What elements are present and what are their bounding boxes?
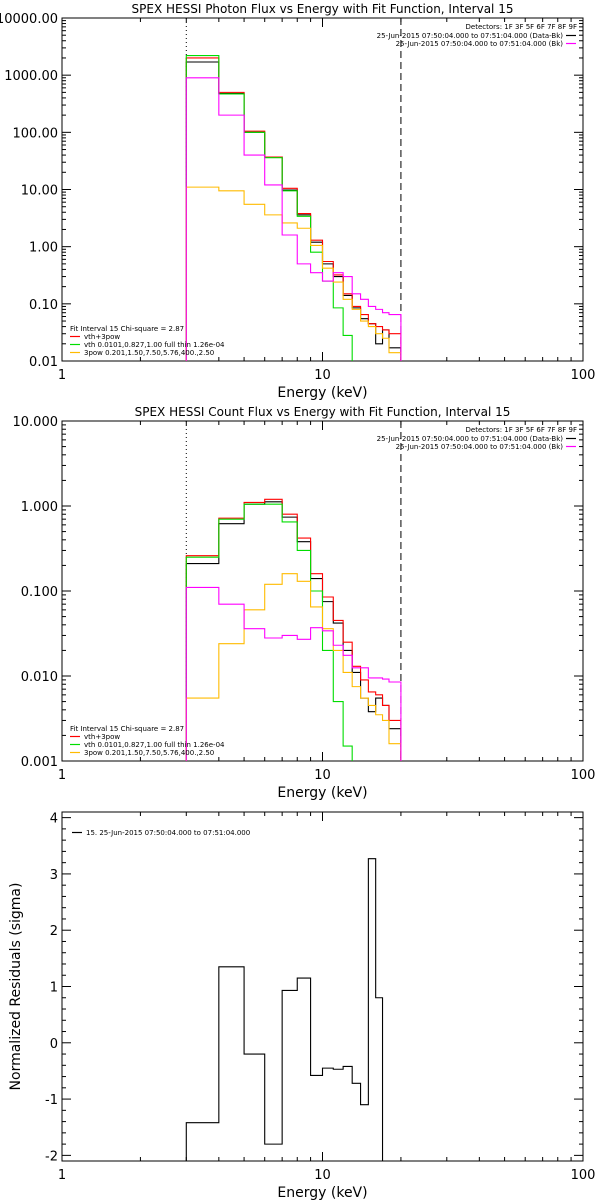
y-tick-label: 0.001 — [21, 755, 58, 770]
x-tick-label: 100 — [571, 1168, 596, 1183]
y-tick-label: -2 — [45, 1149, 58, 1164]
legend-entry: 25-Jun-2015 07:50:04.000 to 07:51:04.000… — [396, 443, 564, 451]
histogram-series-4 — [185, 586, 402, 761]
legend-fit-header: Fit Interval 15 Chi-square = 2.87 — [70, 325, 184, 333]
x-tick-label: 100 — [571, 368, 596, 383]
histogram-series-1 — [185, 498, 402, 761]
x-tick-label: 1 — [58, 368, 66, 383]
legend-detectors: Detectors: 1F 3F 5F 6F 7F 8F 9F — [466, 23, 577, 31]
plot-frame — [61, 811, 584, 1162]
legend-entry: vth+3pow — [84, 733, 120, 741]
x-tick-label: 10 — [314, 368, 331, 383]
x-axis-label: Energy (keV) — [277, 1185, 367, 1200]
y-tick-label: 0.010 — [21, 670, 58, 685]
legend-entry: vth 0.0101,0.827,1.00 full thin 1.26e-04 — [84, 741, 225, 749]
legend-entry: 25-Jun-2015 07:50:04.000 to 07:51:04.000… — [396, 40, 564, 48]
x-tick-label: 1 — [58, 768, 66, 783]
y-tick-label: 0.01 — [29, 355, 58, 370]
y-tick-label: 0.100 — [21, 585, 58, 600]
histogram-series-3 — [185, 186, 402, 361]
series-group — [185, 55, 402, 361]
y-tick-label: -1 — [45, 1093, 58, 1108]
y-tick-label: 1.000 — [21, 500, 58, 515]
series-group — [185, 498, 402, 761]
y-tick-label: 10000.00 — [0, 12, 58, 27]
y-tick-label: 1000.00 — [4, 69, 58, 84]
x-axis-label: Energy (keV) — [277, 385, 367, 401]
y-tick-label: 0 — [50, 1037, 58, 1052]
y-tick-label: 4 — [50, 812, 58, 827]
x-tick-label: 100 — [571, 768, 596, 783]
x-axis-label: Energy (keV) — [277, 785, 367, 801]
chart-title: SPEX HESSI Count Flux vs Energy with Fit… — [135, 405, 511, 419]
legend-entry: 3pow 0.201,1.50,7.50,5.76,400.,2.50 — [84, 749, 214, 757]
x-tick-label: 10 — [314, 1168, 331, 1183]
histogram-series-0 — [185, 858, 384, 1161]
y-tick-label: 1 — [50, 981, 58, 996]
series-group — [185, 858, 384, 1161]
legend-fit-header: Fit Interval 15 Chi-square = 2.87 — [70, 725, 184, 733]
legend-detectors: Detectors: 1F 3F 5F 6F 7F 8F 9F — [466, 426, 577, 434]
y-tick-label: 1.00 — [29, 241, 58, 256]
y-tick-label: 10.00 — [21, 184, 58, 199]
y-tick-label: 3 — [50, 868, 58, 883]
histogram-series-4 — [185, 77, 402, 361]
x-tick-label: 1 — [58, 1168, 66, 1183]
x-tick-label: 10 — [314, 768, 331, 783]
legend-entry: 15. 25-Jun-2015 07:50:04.000 to 07:51:04… — [86, 829, 250, 837]
chart-title: SPEX HESSI Photon Flux vs Energy with Fi… — [132, 2, 514, 16]
legend-entry: 3pow 0.201,1.50,7.50,5.76,400.,2.50 — [84, 349, 214, 357]
y-tick-label: 0.10 — [29, 298, 58, 313]
y-axis-label: Normalized Residuals (sigma) — [8, 883, 24, 1091]
y-tick-label: 100.00 — [13, 126, 59, 141]
legend-entry: vth+3pow — [84, 333, 120, 341]
histogram-series-2 — [185, 55, 353, 361]
legend-entry: vth 0.0101,0.827,1.00 full thin 1.26e-04 — [84, 341, 225, 349]
plot-frame — [61, 17, 584, 362]
legend-entry: 25-Jun-2015 07:50:04.000 to 07:51:04.000… — [377, 435, 564, 443]
histogram-series-2 — [185, 503, 353, 761]
y-tick-label: 10.000 — [13, 415, 59, 430]
y-tick-label: 2 — [50, 924, 58, 939]
legend-entry: 25-Jun-2015 07:50:04.000 to 07:51:04.000… — [377, 32, 564, 40]
